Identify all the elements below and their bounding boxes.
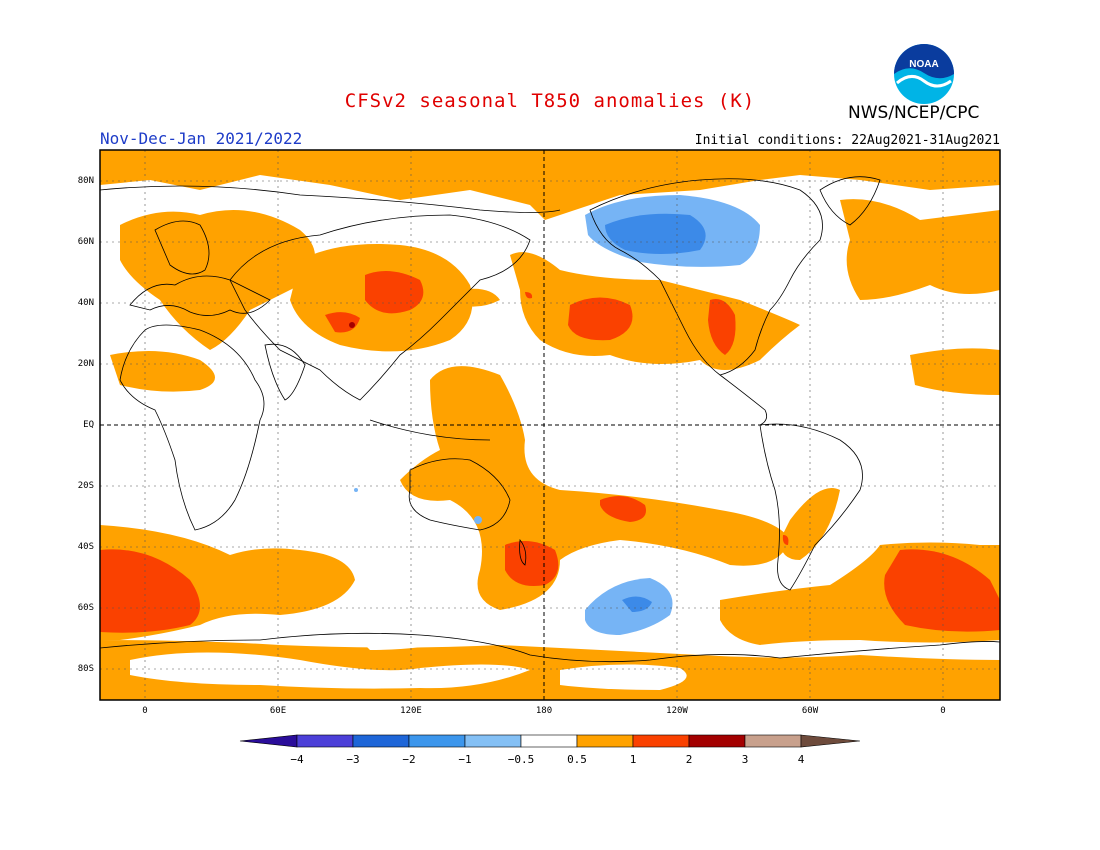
colorbar-label: 3 [741, 753, 749, 766]
colorbar-swatch [744, 734, 802, 748]
lon-label: 120W [666, 706, 688, 716]
lat-label: 20N [77, 359, 94, 369]
noaa-logo-text: NOAA [909, 59, 938, 70]
colorbar-label: 1 [629, 753, 637, 766]
colorbar-swatch [464, 734, 522, 748]
anomaly-shading [100, 150, 1000, 700]
map-frame [99, 149, 1001, 701]
colorbar-swatch-gt-4 [800, 734, 861, 748]
colorbar-swatch [576, 734, 634, 748]
init-conditions-label: Initial conditions: 22Aug2021-31Aug2021 [694, 133, 1000, 148]
lon-label: 180 [535, 706, 553, 716]
graticule [100, 150, 1000, 700]
colorbar-swatch-lt-4 [239, 734, 298, 748]
lon-label: 0 [142, 706, 148, 716]
colorbar-swatch [296, 734, 354, 748]
colorbar-label: −1 [458, 753, 472, 766]
lat-label: 80N [77, 176, 94, 186]
season-label: Nov-Dec-Jan 2021/2022 [100, 129, 303, 148]
colorbar-label: 0.5 [567, 753, 587, 766]
lat-label: 60S [77, 603, 94, 613]
colorbar-swatch [408, 734, 466, 748]
agency-label: NWS/NCEP/CPC [848, 103, 980, 123]
colorbar [239, 734, 861, 748]
anomaly-positive-strong [349, 322, 355, 328]
colorbar-label: 2 [685, 753, 693, 766]
noaa-logo-icon: NOAA [894, 44, 954, 104]
lon-label: 60E [269, 706, 287, 716]
lon-label: 0 [940, 706, 946, 716]
colorbar-label: −0.5 [507, 753, 535, 766]
colorbar-label: −4 [290, 753, 304, 766]
colorbar-label: −2 [402, 753, 416, 766]
colorbar-label: 4 [797, 753, 805, 766]
lat-label: 40S [77, 542, 94, 552]
lon-label: 120E [400, 706, 422, 716]
lat-label: 60N [77, 237, 94, 247]
map-title: CFSv2 seasonal T850 anomalies (K) [344, 90, 756, 112]
anomaly-neutral [130, 635, 687, 690]
colorbar-label: −3 [346, 753, 360, 766]
coastlines [100, 176, 1000, 663]
lon-label: 60W [801, 706, 819, 716]
colorbar-swatch [520, 734, 578, 748]
colorbar-swatch [688, 734, 746, 748]
anomaly-positive-moderate [100, 271, 1000, 633]
lat-label: EQ [83, 420, 94, 430]
lat-label: 80S [77, 664, 94, 674]
lat-label: 40N [77, 298, 94, 308]
colorbar-swatch [632, 734, 690, 748]
equator-dateline [100, 150, 1000, 700]
colorbar-swatch [352, 734, 410, 748]
lat-label: 20S [77, 481, 94, 491]
